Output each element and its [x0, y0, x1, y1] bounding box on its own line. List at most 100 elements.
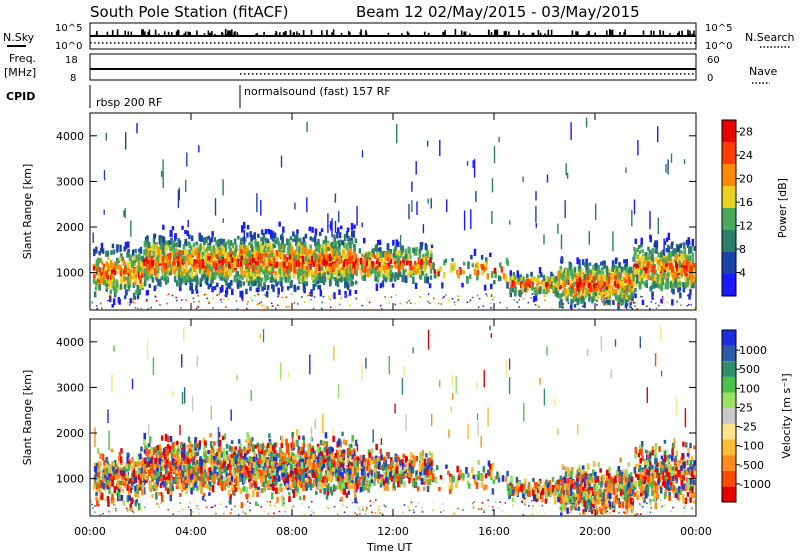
echo-cell [566, 298, 569, 301]
echo-cell [329, 298, 332, 301]
echo-cell [220, 257, 223, 264]
echo-cell [129, 478, 132, 484]
echo-cell [226, 275, 229, 280]
echo-cell [673, 267, 676, 273]
echo-cell [162, 237, 165, 244]
echo-cell [176, 266, 179, 271]
echo-cell [405, 260, 409, 266]
echo-cell [396, 275, 400, 280]
echo-cell [182, 250, 186, 258]
nsky-spike [207, 30, 210, 36]
echo-cell [205, 266, 208, 273]
echo-cell [161, 479, 164, 486]
echo-cell [143, 479, 146, 486]
echo-cell [100, 260, 104, 265]
echo-cell [274, 254, 277, 259]
echo-cell [227, 489, 231, 496]
echo-cell [341, 259, 344, 263]
echo-cell [621, 295, 625, 303]
echo-cell [270, 246, 273, 251]
echo-cell [419, 273, 423, 280]
echo-cell [193, 266, 196, 273]
echo-cell [159, 472, 162, 477]
echo-cell [155, 477, 159, 484]
echo-cell [603, 260, 606, 268]
echo-cell [513, 299, 516, 301]
echo-cell [136, 493, 139, 499]
echo-cell [159, 304, 161, 306]
echo-cell [654, 248, 657, 254]
echo-cell [585, 258, 588, 266]
echo-cell [666, 266, 670, 271]
echo-cell [693, 265, 696, 272]
echo-cell [520, 277, 523, 281]
echo-cell [570, 299, 573, 305]
echo-cell [287, 249, 291, 255]
echo-cell [602, 282, 605, 289]
echo-cell [297, 259, 300, 267]
echo-cell [165, 448, 168, 456]
echo-cell [399, 260, 402, 268]
nsky-spike [348, 31, 350, 36]
echo-cell [366, 270, 370, 278]
echo-cell [690, 270, 693, 276]
echo-cell [649, 308, 651, 310]
nsky-spike [234, 31, 236, 36]
echo-cell [231, 242, 235, 248]
echo-cell [437, 271, 440, 277]
echo-cell [578, 291, 581, 299]
echo-cell [237, 483, 240, 490]
echo-cell [669, 251, 673, 258]
echo-cell [218, 270, 221, 279]
echo-cell [139, 469, 142, 476]
echo-cell [241, 290, 244, 296]
echo-cell [125, 471, 129, 479]
echo-cell [551, 307, 553, 310]
echo-cell [572, 300, 574, 303]
echo-cell [195, 241, 199, 246]
echo-cell [631, 308, 634, 310]
echo-cell [198, 246, 201, 253]
echo-cell [166, 457, 169, 465]
echo-cell [113, 267, 116, 274]
echo-cell [107, 256, 110, 261]
echo-cell [336, 275, 339, 280]
echo-cell [515, 277, 518, 285]
echo-cell [338, 277, 341, 282]
echo-cell [427, 293, 430, 295]
echo-cell [626, 265, 629, 270]
echo-cell [138, 503, 141, 510]
echo-cell [237, 478, 240, 486]
echo-cell [320, 255, 323, 261]
echo-cell [353, 253, 357, 260]
echo-cell [596, 285, 599, 290]
echo-cell [96, 280, 100, 288]
echo-cell [201, 496, 205, 501]
echo-cell [663, 238, 665, 257]
echo-cell [99, 469, 102, 475]
echo-cell [229, 269, 232, 277]
echo-cell [143, 459, 147, 465]
echo-cell [249, 262, 253, 268]
echo-cell [322, 447, 325, 453]
echo-cell [334, 271, 337, 276]
echo-cell [198, 443, 201, 450]
echo-cell [211, 277, 214, 284]
echo-cell [269, 266, 272, 272]
echo-cell [620, 266, 624, 272]
echo-cell [264, 237, 268, 243]
echo-cell [105, 132, 107, 141]
echo-cell [96, 307, 98, 310]
echo-cell [463, 210, 466, 231]
echo-cell [473, 248, 477, 256]
nsky-spike [531, 32, 534, 36]
echo-cell [260, 237, 263, 242]
echo-cell [171, 457, 175, 465]
echo-cell [309, 244, 312, 249]
echo-cell [657, 252, 660, 258]
nsky-spike [183, 33, 186, 36]
echo-cell [489, 252, 492, 258]
echo-cell [667, 159, 669, 175]
echo-cell [152, 237, 156, 243]
echo-cell [241, 275, 244, 280]
